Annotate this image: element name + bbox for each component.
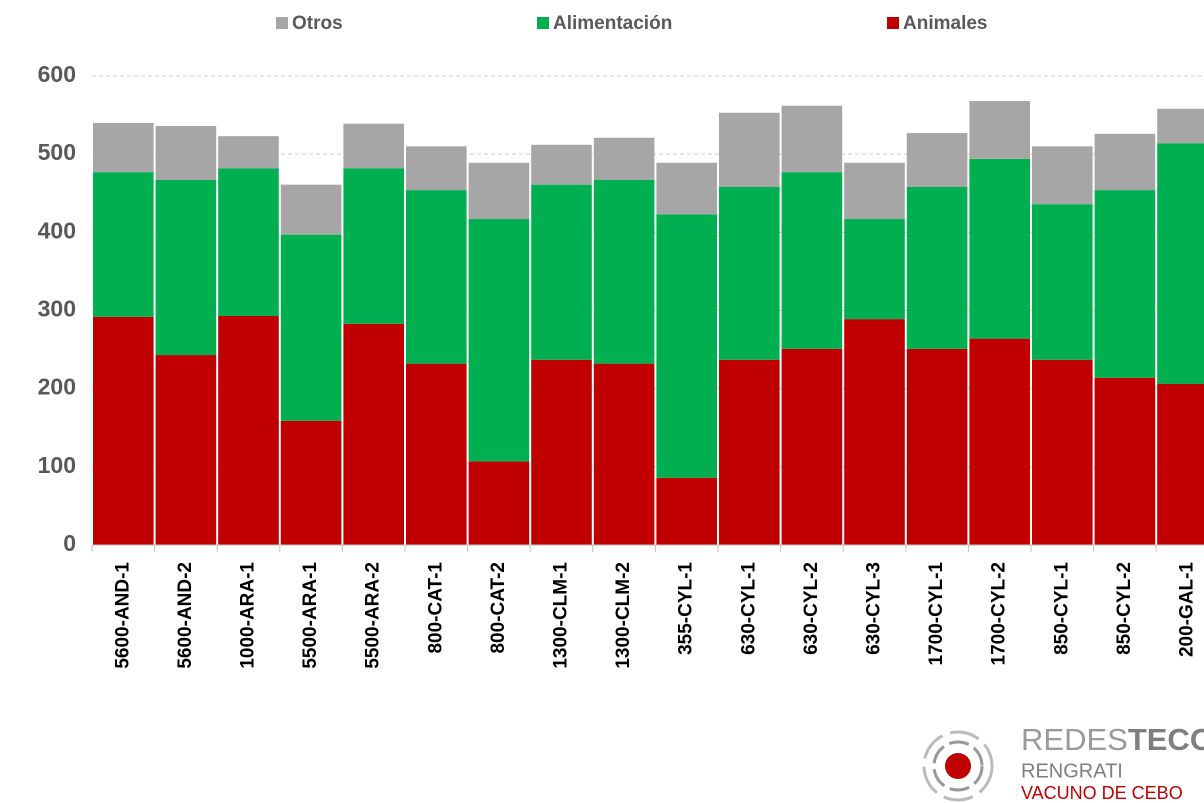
bar-segment — [155, 126, 217, 180]
logo-brand-light: REDES — [1021, 722, 1128, 757]
x-tick-label: 5500-ARA-1 — [300, 562, 321, 669]
bar-segment — [781, 348, 843, 545]
y-tick-label: 100 — [38, 452, 76, 478]
y-tick-label: 400 — [38, 217, 76, 243]
bar-segment — [406, 146, 467, 191]
bar-segment — [531, 144, 592, 185]
logo-ring — [932, 740, 984, 792]
bar-segment — [656, 477, 717, 545]
x-tick-label: 850-CYL-2 — [1114, 562, 1135, 655]
bar-segment — [1032, 146, 1093, 205]
bar-segment — [93, 316, 154, 545]
bar-segment — [781, 105, 843, 173]
legend-label: Alimentación — [553, 13, 672, 34]
bar-segment — [1094, 377, 1156, 545]
bar-segment — [531, 359, 592, 545]
x-tick-label: 1700-CYL-2 — [989, 562, 1010, 666]
bar-segment — [906, 133, 968, 187]
bar-segment — [280, 184, 342, 235]
bar-segment — [969, 338, 1030, 545]
x-tick-label: 5500-ARA-2 — [363, 562, 384, 669]
bar-segment — [781, 172, 843, 349]
x-tick-label: 630-CYL-1 — [738, 562, 759, 655]
x-tick-label: 5600-AND-2 — [175, 562, 196, 669]
bar-segment — [343, 168, 404, 324]
bar-segment — [343, 323, 404, 545]
legend-label: Animales — [903, 13, 987, 34]
bar-segment — [593, 179, 655, 364]
y-tick-label: 0 — [63, 530, 76, 556]
bar-segment — [406, 363, 467, 545]
bar-segment — [1157, 383, 1204, 545]
bar-segment — [93, 172, 154, 317]
bar-segment — [719, 186, 780, 360]
x-tick-label: 1300-CLM-2 — [613, 562, 634, 669]
bar-segment — [468, 461, 530, 545]
logo-ring — [922, 730, 994, 802]
bar-segment — [531, 184, 592, 360]
bar-segment — [218, 136, 279, 169]
bar-segment — [593, 363, 655, 545]
logo-brand-bold: TECO — [1128, 722, 1204, 757]
bar-segment — [1032, 204, 1093, 360]
y-tick-label: 500 — [38, 139, 76, 165]
logo-line: VACUNO DE CEBO — [1021, 783, 1183, 803]
y-tick-label: 600 — [38, 61, 76, 87]
x-tick-label: 630-CYL-2 — [801, 562, 822, 655]
bar-segment — [343, 123, 404, 169]
bar-segment — [844, 219, 905, 320]
bar-segment — [1094, 133, 1156, 191]
logo-dot — [945, 753, 971, 779]
bar-segment — [844, 319, 905, 545]
logo-line: RENGRATI — [1021, 760, 1123, 782]
bar-segment — [280, 420, 342, 545]
bar-segment — [155, 179, 217, 356]
legend-swatch — [276, 17, 288, 29]
y-tick-label: 300 — [38, 296, 76, 322]
logo-brand: REDESTECO — [1021, 722, 1204, 757]
bar-segment — [656, 214, 717, 478]
bar-segment — [906, 186, 968, 349]
x-tick-label: 850-CYL-1 — [1051, 562, 1072, 655]
bar-segment — [844, 162, 905, 220]
x-tick-label: 355-CYL-1 — [676, 562, 697, 655]
legend-swatch — [887, 17, 899, 29]
bar-segment — [906, 348, 968, 545]
x-tick-label: 630-CYL-3 — [864, 562, 885, 655]
x-tick-label: 1000-ARA-1 — [238, 562, 259, 669]
bar-segment — [719, 359, 780, 545]
bar-segment — [468, 219, 530, 462]
bar-segment — [719, 112, 780, 187]
legend-swatch — [537, 17, 549, 29]
x-tick-label: 200-GAL-1 — [1177, 562, 1198, 657]
x-tick-label: 5600-AND-1 — [112, 562, 133, 669]
bar-segment — [280, 234, 342, 421]
bar-segment — [1157, 143, 1204, 384]
bar-segment — [1157, 108, 1204, 144]
logo: REDESTECO RENGRATI VACUNO DE CEBO — [922, 722, 1204, 803]
bar-segment — [468, 162, 530, 220]
bar-segment — [593, 137, 655, 180]
bar-segment — [1032, 359, 1093, 545]
x-tick-label: 800-CAT-1 — [425, 562, 446, 654]
bar-segment — [969, 158, 1030, 339]
bar-segment — [969, 101, 1030, 159]
x-tick-label: 1300-CLM-1 — [551, 562, 572, 669]
y-tick-label: 200 — [38, 374, 76, 400]
x-tick-label: 800-CAT-2 — [488, 562, 509, 654]
bar-segment — [406, 190, 467, 364]
bar-segment — [155, 355, 217, 545]
bar-segment — [93, 122, 154, 173]
x-tick-label: 1700-CYL-1 — [926, 562, 947, 666]
legend-label: Otros — [292, 13, 343, 34]
bar-segment — [218, 168, 279, 316]
bar-segment — [1094, 190, 1156, 378]
bar-segment — [218, 315, 279, 545]
bar-segment — [656, 162, 717, 215]
